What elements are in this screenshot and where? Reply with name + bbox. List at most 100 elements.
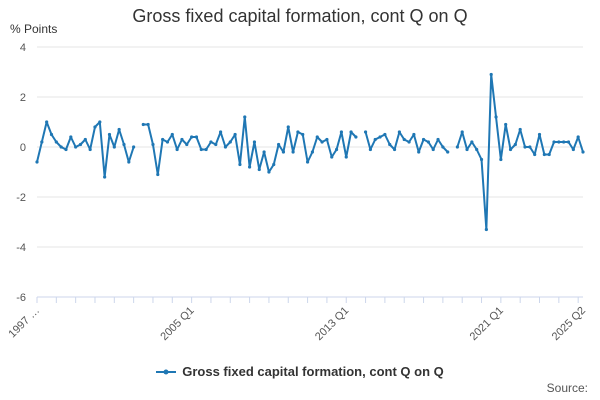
x-tick-label: 2005 Q1 bbox=[158, 305, 196, 343]
data-point bbox=[122, 142, 126, 147]
data-point bbox=[412, 132, 416, 137]
data-point bbox=[161, 137, 165, 142]
data-point bbox=[566, 140, 571, 144]
data-point bbox=[479, 157, 484, 162]
y-tick-label: -4 bbox=[16, 242, 26, 254]
data-point bbox=[83, 137, 87, 142]
data-point bbox=[528, 145, 532, 149]
data-point bbox=[571, 147, 575, 152]
data-point bbox=[402, 137, 406, 142]
data-point bbox=[547, 152, 551, 157]
data-point bbox=[392, 147, 397, 152]
legend-swatch bbox=[156, 369, 177, 374]
data-point bbox=[165, 140, 170, 144]
data-point bbox=[132, 145, 136, 149]
data-point bbox=[281, 150, 286, 154]
data-point bbox=[504, 122, 508, 127]
data-point bbox=[69, 135, 73, 139]
data-point bbox=[252, 140, 257, 144]
data-point bbox=[204, 147, 208, 152]
data-point bbox=[146, 122, 150, 127]
data-point bbox=[537, 132, 542, 137]
data-point bbox=[320, 140, 324, 144]
data-point bbox=[441, 145, 445, 149]
data-point bbox=[523, 145, 527, 149]
data-point bbox=[185, 142, 189, 147]
data-point bbox=[508, 147, 513, 152]
data-point bbox=[339, 130, 344, 134]
data-point bbox=[576, 135, 580, 139]
data-point bbox=[112, 145, 116, 149]
data-point bbox=[156, 172, 160, 177]
data-point bbox=[214, 142, 218, 147]
data-point bbox=[219, 130, 223, 134]
data-point bbox=[286, 125, 290, 129]
data-point bbox=[35, 160, 39, 164]
legend[interactable]: Gross fixed capital formation, cont Q on… bbox=[0, 364, 600, 379]
data-point bbox=[40, 140, 44, 144]
data-point bbox=[334, 147, 339, 152]
data-point bbox=[344, 155, 348, 159]
data-point bbox=[59, 145, 63, 149]
data-point bbox=[562, 140, 566, 144]
data-point bbox=[88, 147, 92, 152]
data-point bbox=[209, 140, 213, 144]
data-point bbox=[484, 227, 488, 232]
data-point bbox=[272, 162, 276, 167]
data-point bbox=[470, 140, 474, 144]
data-point bbox=[315, 135, 319, 139]
data-point bbox=[330, 155, 334, 159]
series-line bbox=[364, 131, 449, 153]
data-point bbox=[262, 150, 266, 154]
data-point bbox=[190, 135, 194, 139]
data-point bbox=[421, 137, 426, 142]
data-point bbox=[388, 142, 392, 147]
x-tick-label: 2025 Q2 bbox=[550, 305, 588, 343]
data-point bbox=[494, 115, 498, 119]
data-point bbox=[465, 147, 469, 152]
data-point bbox=[170, 132, 174, 137]
data-point bbox=[446, 150, 450, 154]
data-point bbox=[499, 157, 503, 162]
source-label: Source: bbox=[546, 381, 588, 395]
data-point bbox=[98, 120, 102, 124]
data-point bbox=[431, 147, 435, 152]
legend-label: Gross fixed capital formation, cont Q on… bbox=[182, 364, 444, 379]
data-point bbox=[310, 150, 315, 154]
data-point bbox=[557, 140, 561, 144]
x-tick-label: 2021 Q1 bbox=[468, 305, 506, 343]
data-point bbox=[276, 142, 281, 147]
data-point bbox=[267, 170, 271, 174]
data-point bbox=[397, 130, 401, 134]
data-point bbox=[378, 135, 382, 139]
data-point bbox=[199, 147, 203, 152]
data-point bbox=[455, 145, 459, 149]
y-tick-label: -6 bbox=[16, 292, 26, 304]
data-point bbox=[74, 145, 78, 149]
data-point bbox=[238, 162, 242, 167]
data-point bbox=[489, 72, 493, 77]
data-point bbox=[45, 120, 49, 124]
data-point bbox=[64, 147, 68, 152]
data-point bbox=[417, 150, 421, 154]
data-point bbox=[54, 140, 58, 144]
chart-title: Gross fixed capital formation, cont Q on… bbox=[132, 6, 468, 26]
data-point bbox=[513, 142, 517, 147]
x-tick-label: 1997 … bbox=[6, 305, 42, 341]
data-point bbox=[305, 160, 310, 164]
data-point bbox=[93, 125, 97, 129]
data-point bbox=[291, 150, 295, 154]
series-line bbox=[456, 73, 584, 231]
data-point bbox=[581, 150, 585, 154]
data-point bbox=[175, 147, 179, 152]
data-point bbox=[243, 115, 247, 119]
data-point bbox=[349, 130, 353, 134]
data-point bbox=[141, 122, 145, 127]
data-point bbox=[228, 140, 232, 144]
data-point bbox=[460, 130, 464, 134]
data-point bbox=[257, 167, 261, 172]
data-point bbox=[296, 130, 300, 134]
data-point bbox=[233, 132, 237, 137]
data-point bbox=[117, 127, 121, 132]
